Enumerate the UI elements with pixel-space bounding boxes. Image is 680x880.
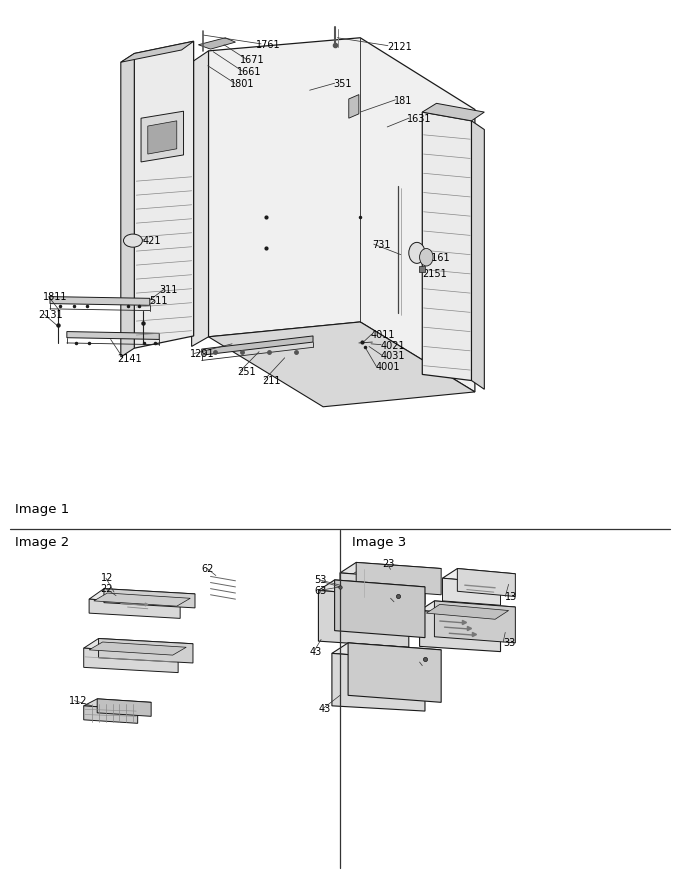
Polygon shape (84, 648, 178, 672)
Circle shape (420, 248, 433, 266)
Text: 4011: 4011 (371, 330, 395, 340)
Text: 1801: 1801 (230, 79, 254, 89)
Text: 421: 421 (142, 236, 161, 246)
Polygon shape (332, 643, 441, 660)
Text: 112: 112 (69, 695, 87, 706)
Polygon shape (89, 599, 180, 619)
Polygon shape (99, 639, 193, 663)
Text: 2121: 2121 (387, 41, 412, 52)
Polygon shape (67, 332, 159, 340)
Polygon shape (97, 699, 151, 716)
Polygon shape (422, 103, 484, 121)
Polygon shape (318, 580, 425, 598)
Text: 511: 511 (149, 296, 168, 306)
Polygon shape (340, 562, 441, 579)
Polygon shape (458, 568, 515, 597)
Polygon shape (50, 297, 150, 305)
Text: 43: 43 (318, 704, 330, 715)
Text: 2131: 2131 (39, 310, 63, 320)
Text: 1661: 1661 (237, 67, 261, 77)
Text: 2141: 2141 (118, 354, 142, 363)
Polygon shape (84, 639, 193, 653)
Polygon shape (134, 41, 194, 348)
Text: 1761: 1761 (256, 40, 280, 50)
Polygon shape (121, 41, 194, 62)
Polygon shape (89, 642, 186, 655)
Text: 12: 12 (101, 573, 113, 583)
Text: Image 1: Image 1 (15, 503, 69, 516)
Polygon shape (84, 706, 137, 723)
Text: 311: 311 (159, 284, 177, 295)
Polygon shape (356, 562, 441, 595)
Polygon shape (199, 38, 235, 49)
Polygon shape (89, 589, 195, 605)
Text: 33: 33 (503, 638, 515, 648)
Text: 23: 23 (381, 559, 394, 569)
Polygon shape (471, 121, 484, 389)
Polygon shape (443, 568, 515, 583)
Text: 43: 43 (309, 647, 322, 656)
Polygon shape (420, 601, 515, 617)
Text: 13: 13 (505, 592, 517, 603)
Polygon shape (426, 605, 509, 620)
Text: 1631: 1631 (407, 114, 432, 124)
Text: 731: 731 (373, 240, 391, 250)
Polygon shape (348, 643, 441, 702)
Polygon shape (349, 94, 359, 118)
Polygon shape (435, 601, 515, 643)
Text: 2161: 2161 (425, 253, 449, 263)
Polygon shape (202, 336, 313, 356)
Polygon shape (141, 111, 184, 162)
Circle shape (409, 242, 425, 263)
Polygon shape (84, 699, 151, 709)
Text: 351: 351 (333, 79, 352, 89)
Text: Image 3: Image 3 (352, 536, 407, 549)
Text: 4001: 4001 (376, 363, 401, 372)
Text: 4031: 4031 (381, 351, 405, 361)
Text: 2151: 2151 (422, 269, 447, 279)
Text: 211: 211 (262, 376, 281, 385)
Text: 1671: 1671 (240, 55, 265, 64)
Polygon shape (340, 573, 425, 605)
Ellipse shape (124, 234, 142, 247)
Polygon shape (192, 51, 209, 347)
Polygon shape (332, 653, 425, 711)
Text: 63: 63 (314, 586, 326, 597)
Polygon shape (121, 54, 134, 357)
Text: 53: 53 (314, 575, 327, 585)
Polygon shape (420, 611, 500, 651)
Polygon shape (104, 589, 195, 608)
Text: 4021: 4021 (381, 341, 405, 350)
Text: Image 2: Image 2 (15, 536, 69, 549)
Text: 251: 251 (237, 367, 256, 377)
Polygon shape (349, 568, 433, 582)
Polygon shape (318, 590, 409, 648)
Polygon shape (148, 121, 177, 154)
Polygon shape (209, 322, 475, 407)
Polygon shape (94, 593, 190, 606)
Text: 1291: 1291 (190, 349, 215, 359)
Polygon shape (209, 38, 475, 392)
Polygon shape (422, 112, 471, 380)
Polygon shape (335, 580, 425, 638)
Polygon shape (443, 578, 500, 605)
Text: 62: 62 (202, 563, 214, 574)
Text: 1811: 1811 (44, 292, 68, 303)
Text: 181: 181 (394, 96, 412, 106)
Text: 22: 22 (101, 583, 113, 594)
